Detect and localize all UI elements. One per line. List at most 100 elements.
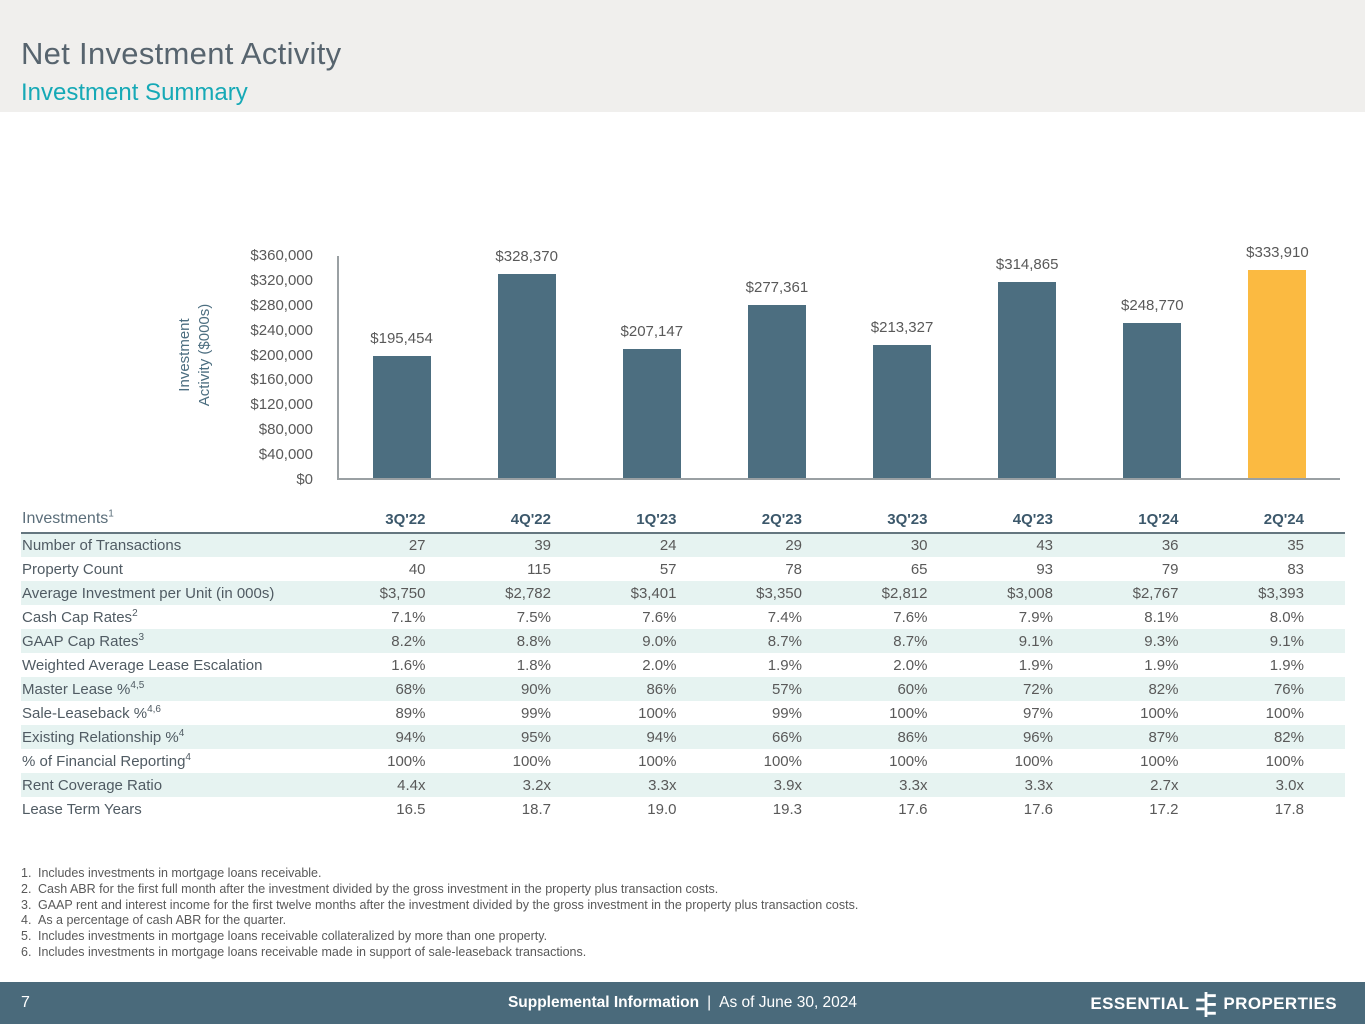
y-tick-label: $120,000 <box>250 396 313 414</box>
y-axis-ticks: $360,000 $320,000 $280,000 $240,000 $200,000… <box>183 247 313 488</box>
bar-value-label: $207,147 <box>620 323 684 341</box>
cell: 90% <box>466 677 592 701</box>
row-label: % of Financial Reporting4 <box>22 751 191 770</box>
cell: 30 <box>843 533 969 557</box>
cell: 3.3x <box>968 773 1094 797</box>
cell: 9.0% <box>592 629 718 653</box>
cell: 9.1% <box>968 629 1094 653</box>
cell: 17.8 <box>1274 800 1304 818</box>
cell: 100% <box>763 752 802 770</box>
cell: 8.2% <box>341 629 467 653</box>
table-row: Average Investment per Unit (in 000s) $3,… <box>21 581 1345 605</box>
footer-separator: | <box>707 994 712 1011</box>
bar-3Q'23 <box>873 345 932 478</box>
row-label: Existing Relationship %4 <box>21 725 341 749</box>
table-row: Rent Coverage Ratio 4.4x 3.2x 3.3x 3.9x 3.3x 3… <box>21 773 1345 797</box>
bar-4Q'23 <box>998 282 1057 478</box>
cell: 1.9% <box>1018 656 1053 674</box>
bar-value-label: $277,361 <box>745 279 809 297</box>
bar-value-label: $314,865 <box>995 256 1059 274</box>
row-label: Property Count <box>22 560 123 578</box>
bar-slot-2Q'24: $333,910 <box>1215 244 1340 478</box>
cell: 86% <box>592 677 718 701</box>
table-corner-label: Investments1 <box>21 507 341 534</box>
row-label: Rent Coverage Ratio <box>21 773 341 797</box>
cell: $3,750 <box>341 581 467 605</box>
column-header-1Q'24: 1Q'24 <box>1094 507 1220 534</box>
footnote-number: 6. <box>21 944 32 959</box>
column-header-3Q'23: 3Q'23 <box>843 507 969 534</box>
footnote-number: 2. <box>21 881 32 896</box>
column-header-4Q'23: 4Q'23 <box>968 507 1094 534</box>
row-label: GAAP Cap Rates3 <box>21 629 341 653</box>
cell: 100% <box>1014 752 1053 770</box>
bar-slot-2Q'23: $277,361 <box>714 256 839 478</box>
table-row: Master Lease %4,5 68% 90% 86% 57% 60% 72% 82% 76… <box>21 677 1345 701</box>
cell: 4.4x <box>341 773 467 797</box>
cell: 2.7x <box>1094 773 1220 797</box>
cell: 100% <box>512 752 551 770</box>
footnote-text: As a percentage of cash ABR for the quar… <box>38 913 287 928</box>
cell: 57 <box>659 560 677 578</box>
cell: 68% <box>341 677 467 701</box>
row-label-superscript: 4,6 <box>147 703 161 715</box>
cell: 7.5% <box>516 608 551 626</box>
cell: 93 <box>1036 560 1053 578</box>
cell: 17.6 <box>898 800 928 818</box>
logo-text-properties: PROPERTIES <box>1223 994 1337 1013</box>
footnotes: 1. Includes investments in mortgage loans… <box>21 866 1121 961</box>
cell: 100% <box>1140 704 1179 722</box>
footnote: 5. Includes investments in mortgage loans… <box>21 929 1121 945</box>
table-row: Existing Relationship %4 94% 95% 94% 66% 86% 9… <box>21 725 1345 749</box>
logo-text-essential: ESSENTIAL <box>1090 994 1190 1013</box>
cell: 3.3x <box>843 773 969 797</box>
table-row: Property Count 40 115 57 78 65 93 79 83 <box>21 557 1345 581</box>
row-label: Lease Term Years <box>22 800 142 818</box>
cell: 66% <box>717 725 843 749</box>
cell: 8.1% <box>1144 608 1179 626</box>
bar-slot-1Q'24: $248,770 <box>1090 256 1215 478</box>
cell: 9.1% <box>1219 629 1345 653</box>
cell: 9.3% <box>1094 629 1220 653</box>
cell: 36 <box>1094 533 1220 557</box>
cell: 100% <box>638 704 677 722</box>
cell: 3.9x <box>717 773 843 797</box>
bar-value-label: $248,770 <box>1121 297 1184 315</box>
footnote: 4. As a percentage of cash ABR for the qu… <box>21 913 1121 929</box>
cell: 83 <box>1287 560 1304 578</box>
row-label-superscript: 4 <box>185 751 191 763</box>
cell: 8.0% <box>1269 608 1304 626</box>
row-label: Sale-Leaseback %4,6 <box>22 703 161 722</box>
cell: 115 <box>527 560 551 578</box>
chart-plot-area: $195,454 $328,370 $207,147 $277,361 $213,327… <box>337 244 1340 480</box>
footnote: 1. Includes investments in mortgage loans… <box>21 866 1121 882</box>
cell: 82% <box>1094 677 1220 701</box>
cell: 95% <box>466 725 592 749</box>
cell: $3,401 <box>592 581 718 605</box>
table-row: % of Financial Reporting4 100% 100% 100% 100… <box>21 749 1345 773</box>
table-header-row: Investments1 3Q'22 4Q'22 1Q'23 2Q'23 3Q'23 4Q… <box>21 507 1345 534</box>
footnote-text: Includes investments in mortgage loans r… <box>38 944 587 959</box>
table-row: Cash Cap Rates2 7.1% 7.5% 7.6% 7.4% 7.6% 7.9% 8… <box>21 605 1345 629</box>
cell: 7.1% <box>391 608 426 626</box>
cell: 35 <box>1219 533 1345 557</box>
bar-value-label: $333,910 <box>1246 244 1309 262</box>
cell: 86% <box>843 725 969 749</box>
footnote: 6. Includes investments in mortgage loans… <box>21 945 1121 961</box>
essential-properties-logo-icon <box>1196 991 1217 1017</box>
bar-slot-3Q'22: $195,454 <box>339 256 464 478</box>
bar-4Q'22 <box>497 273 556 478</box>
table-row: Number of Transactions 27 39 24 29 30 43 36 35 <box>21 533 1345 557</box>
cell: 8.8% <box>466 629 592 653</box>
row-label: Number of Transactions <box>21 533 341 557</box>
cell: 17.6 <box>1023 800 1053 818</box>
cell: 100% <box>1140 752 1179 770</box>
bar-1Q'23 <box>622 349 681 478</box>
cell: 99% <box>771 704 802 722</box>
y-tick-label: $200,000 <box>250 346 313 364</box>
bar-2Q'23 <box>747 305 806 478</box>
header-band: Net Investment Activity Investment Summa… <box>0 0 1365 112</box>
cell: $3,350 <box>717 581 843 605</box>
corner-superscript: 1 <box>108 508 114 520</box>
page-number: 7 <box>21 994 30 1011</box>
